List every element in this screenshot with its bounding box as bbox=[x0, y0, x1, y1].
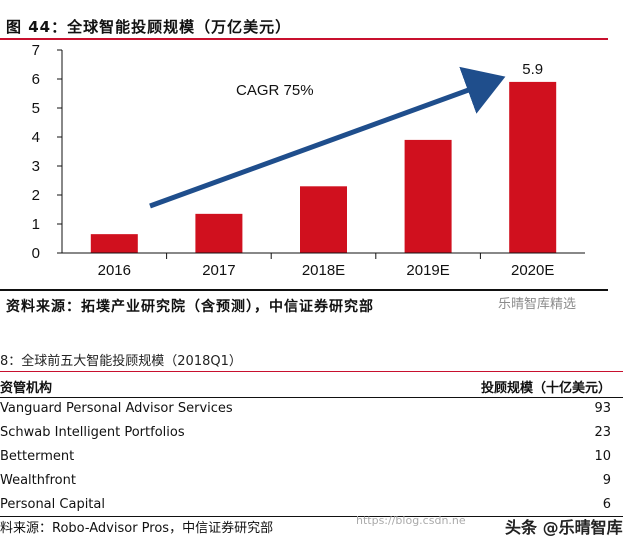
table-bottom-rule bbox=[0, 516, 623, 517]
row-scale: 9 bbox=[602, 473, 611, 488]
row-scale: 6 bbox=[602, 497, 611, 512]
row-institution: Vanguard Personal Advisor Services bbox=[0, 401, 233, 416]
table-title-rule bbox=[0, 371, 623, 372]
table-title: 8：全球前五大智能投顾规模（2018Q1） bbox=[0, 354, 242, 369]
y-tick-label: 7 bbox=[32, 42, 40, 59]
row-institution: Schwab Intelligent Portfolios bbox=[0, 425, 185, 440]
x-tick-label: 2017 bbox=[202, 262, 235, 279]
bar-2018E bbox=[300, 186, 347, 253]
row-scale: 23 bbox=[594, 425, 611, 440]
header-scale: 投顾规模（十亿美元） bbox=[480, 381, 611, 396]
figure-source: 资料来源：拓墣产业研究院（含预测），中信证券研究部 bbox=[6, 299, 374, 315]
bars bbox=[90, 81, 557, 254]
table-row: Betterment 10 bbox=[0, 446, 623, 470]
y-tick-label: 4 bbox=[32, 129, 40, 146]
row-scale: 10 bbox=[594, 449, 611, 464]
url-watermark: https://blog.csdn.ne bbox=[356, 514, 466, 527]
table-row: Schwab Intelligent Portfolios 23 bbox=[0, 422, 623, 446]
header-rule bbox=[0, 397, 623, 398]
y-tick-label: 6 bbox=[32, 71, 40, 88]
bar-2019E bbox=[404, 139, 452, 253]
data-labels: 5.9 bbox=[522, 61, 543, 78]
x-axis: 2016 2017 2018E 2019E 2020E bbox=[62, 252, 585, 279]
x-tick-label: 2016 bbox=[98, 262, 131, 279]
figure-title: 图 44：全球智能投顾规模（万亿美元） bbox=[6, 18, 292, 36]
data-label-2020E: 5.9 bbox=[522, 61, 543, 78]
row-institution: Betterment bbox=[0, 449, 75, 464]
wechat-watermark: 乐晴智库精选 bbox=[498, 297, 577, 312]
header-institution: 资管机构 bbox=[0, 381, 53, 396]
bar-chart: 0 1 2 3 4 5 6 7 5.9 2016 2017 2018E 2019E 2020E CAG… bbox=[32, 42, 585, 279]
table-row: Wealthfront 9 bbox=[0, 470, 623, 494]
bar-2016 bbox=[90, 234, 138, 253]
row-institution: Personal Capital bbox=[0, 497, 105, 512]
table-row: Personal Capital 6 bbox=[0, 494, 623, 518]
cagr-annotation: CAGR 75% bbox=[236, 82, 314, 99]
row-scale: 93 bbox=[594, 401, 611, 416]
bar-2017 bbox=[195, 213, 243, 253]
y-tick-label: 5 bbox=[32, 100, 40, 117]
x-tick-label: 2020E bbox=[511, 262, 554, 279]
cagr-arrow bbox=[149, 66, 506, 209]
row-institution: Wealthfront bbox=[0, 473, 76, 488]
y-axis: 0 1 2 3 4 5 6 7 bbox=[32, 42, 63, 262]
title-rule bbox=[0, 38, 608, 40]
y-tick-label: 3 bbox=[32, 158, 40, 175]
x-tick-label: 2019E bbox=[406, 262, 449, 279]
toutiao-watermark: 头条 @乐晴智库 bbox=[505, 518, 623, 537]
table-source: 料来源：Robo-Advisor Pros，中信证券研究部 bbox=[0, 521, 274, 536]
table-header: 资管机构 投顾规模（十亿美元） bbox=[0, 374, 623, 396]
x-tick-label: 2018E bbox=[302, 262, 345, 279]
bar-2020E bbox=[509, 81, 557, 254]
y-tick-label: 1 bbox=[32, 216, 40, 233]
y-tick-label: 2 bbox=[32, 187, 40, 204]
source-rule bbox=[0, 289, 608, 291]
y-tick-label: 0 bbox=[32, 245, 40, 262]
table-row: Vanguard Personal Advisor Services 93 bbox=[0, 398, 623, 422]
